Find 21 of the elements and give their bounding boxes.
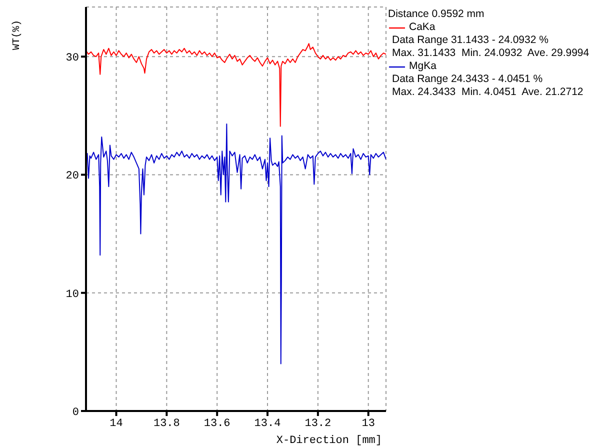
y-tick-label: 0	[72, 406, 79, 419]
y-tick-label: 10	[66, 288, 79, 301]
legend-title: Distance 0.9592 mm	[388, 8, 486, 21]
x-tick-label: 13	[362, 418, 375, 430]
x-tick-label: 13.2	[304, 418, 332, 430]
text: Data Range 24.3433 - 4.0451 %	[392, 73, 544, 86]
text: Data Range 31.1433 - 24.0932 %	[392, 34, 550, 47]
x-tick-label: 13.4	[254, 418, 282, 430]
x-axis-title: X-Direction [mm]	[276, 435, 382, 447]
legend-label: MgKa	[409, 60, 436, 73]
x-tick-label: 13.6	[204, 418, 230, 430]
y-tick-label: 30	[66, 52, 79, 65]
y-axis-title: WT(%)	[12, 20, 23, 50]
x-tick-label: 13.8	[153, 418, 180, 430]
line-series	[86, 43, 386, 127]
line-series	[86, 123, 386, 364]
legend-label: CaKa	[409, 21, 436, 34]
x-tick-label: 14	[110, 418, 124, 430]
text: Max. 31.1433 Min. 24.0932 Ave. 29.9994	[392, 47, 590, 60]
y-tick-label: 20	[66, 170, 79, 183]
text: Max. 24.3433 Min. 4.0451 Ave. 21.2712	[392, 86, 584, 99]
